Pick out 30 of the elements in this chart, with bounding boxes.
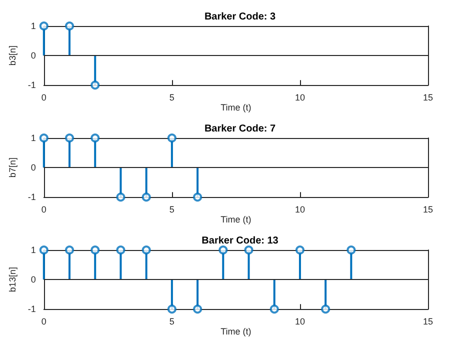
x-tick-label: 10 <box>294 92 305 103</box>
chart-title: Barker Code: 7 <box>204 124 276 134</box>
y-tick-label: -1 <box>28 304 36 314</box>
x-tick-label: 5 <box>169 316 174 327</box>
y-tick-label: 1 <box>30 133 36 143</box>
y-tick-label: -1 <box>28 192 36 202</box>
x-tick-label: 15 <box>422 316 434 327</box>
y-axis-title: b13[n] <box>8 267 18 292</box>
x-tick-label: 10 <box>294 316 305 327</box>
y-tick-label: 0 <box>30 274 36 285</box>
y-tick-label: 1 <box>30 21 36 31</box>
x-axis-title: Time (t) <box>220 102 252 112</box>
y-tick-label: 0 <box>30 50 36 61</box>
x-tick-label: 5 <box>169 92 174 103</box>
x-tick-label: 15 <box>422 92 434 103</box>
y-tick-label: 1 <box>30 245 36 255</box>
x-tick-label: 5 <box>169 204 174 215</box>
y-axis-title: b3[n] <box>8 46 18 66</box>
x-axis-title: Time (t) <box>220 326 252 336</box>
y-tick-label: 0 <box>30 162 36 173</box>
x-tick-label: 0 <box>41 92 46 103</box>
y-tick-label: -1 <box>28 80 36 90</box>
x-tick-label: 0 <box>41 316 46 327</box>
chart-title: Barker Code: 3 <box>204 12 276 22</box>
x-tick-label: 0 <box>41 204 46 215</box>
chart-title: Barker Code: 13 <box>202 236 279 246</box>
x-tick-label: 15 <box>422 204 434 215</box>
x-tick-label: 10 <box>294 204 305 215</box>
y-axis-title: b7[n] <box>8 158 18 178</box>
x-axis-title: Time (t) <box>220 214 252 224</box>
